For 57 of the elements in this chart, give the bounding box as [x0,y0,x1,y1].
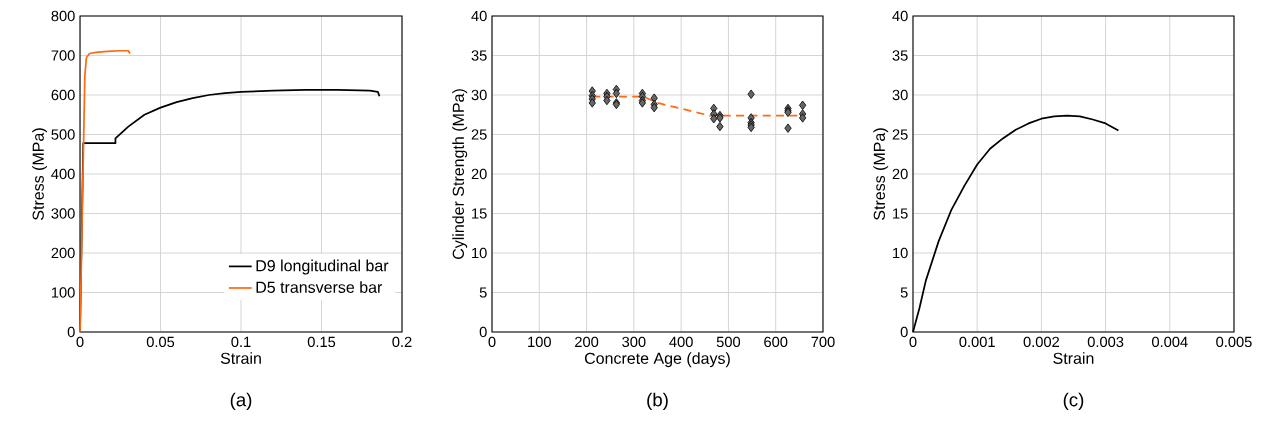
y-tick-label: 5 [900,287,908,298]
x-tick-label: 600 [764,336,788,348]
x-tick-label: 0.002 [1023,336,1060,348]
y-tick-label: 10 [472,247,487,259]
x-axis-title: Strain [220,352,261,364]
y-tick-label: 200 [51,247,75,259]
text: (b) [647,392,668,411]
y-axis-title: Stress (MPa) [32,128,48,220]
y-axis-title: Stress (MPa) [873,128,889,220]
y-tick-label: 35 [892,50,908,61]
y-tick-label: 0 [67,326,75,338]
x-tick-label: 0 [488,336,496,348]
x-tick-label: 0 [76,336,84,348]
y-tick-label: 40 [892,10,908,22]
y-tick-label: 25 [471,129,487,140]
y-tick-label: 10 [893,247,908,259]
y-tick-label: 500 [51,129,75,140]
x-tick-label: 0.1 [231,336,251,348]
y-tick-label: 100 [51,287,75,298]
x-tick-label: 0.005 [1216,336,1252,348]
text: (a) [230,392,252,411]
y-tick-label: 15 [472,208,487,219]
x-tick-label: 0.003 [1087,336,1124,348]
y-tick-label: 0 [900,326,908,338]
y-tick-label: 30 [892,89,908,101]
y-tick-label: 30 [471,89,487,101]
x-tick-label: 0 [909,336,917,348]
y-tick-label: 40 [471,10,487,22]
y-tick-label: 700 [51,50,75,61]
x-tick-label: 0.15 [307,336,336,348]
y-tick-label: 400 [51,168,75,180]
legend-label: D9 longitudinal bar [256,259,389,275]
y-tick-label: 800 [51,10,75,22]
x-tick-label: 0.001 [959,336,995,348]
y-tick-label: 300 [51,208,75,219]
x-tick-label: 0.05 [146,336,175,348]
x-axis-title: Concrete Age (days) [584,352,730,368]
x-tick-label: 300 [622,336,646,348]
x-tick-label: 500 [716,336,741,348]
y-tick-label: 25 [892,129,908,140]
y-tick-label: 20 [892,168,908,180]
text: (c) [1063,392,1084,411]
x-tick-label: 100 [528,336,551,348]
x-axis-title: Strain [1053,352,1094,364]
y-tick-label: 20 [471,168,487,180]
x-tick-label: 700 [811,336,835,348]
legend-label: D5 transverse bar [256,281,383,293]
y-tick-label: 600 [51,89,75,101]
y-tick-label: 0 [479,326,487,338]
x-tick-label: 200 [575,336,599,348]
y-tick-label: 35 [471,50,487,61]
x-tick-label: 400 [669,336,693,348]
x-tick-label: 0.2 [392,336,412,348]
y-axis-title: Cylinder Strength (MPa) [452,89,468,259]
y-tick-label: 15 [893,208,908,219]
x-tick-label: 0.004 [1152,336,1188,348]
y-tick-label: 5 [479,287,487,298]
